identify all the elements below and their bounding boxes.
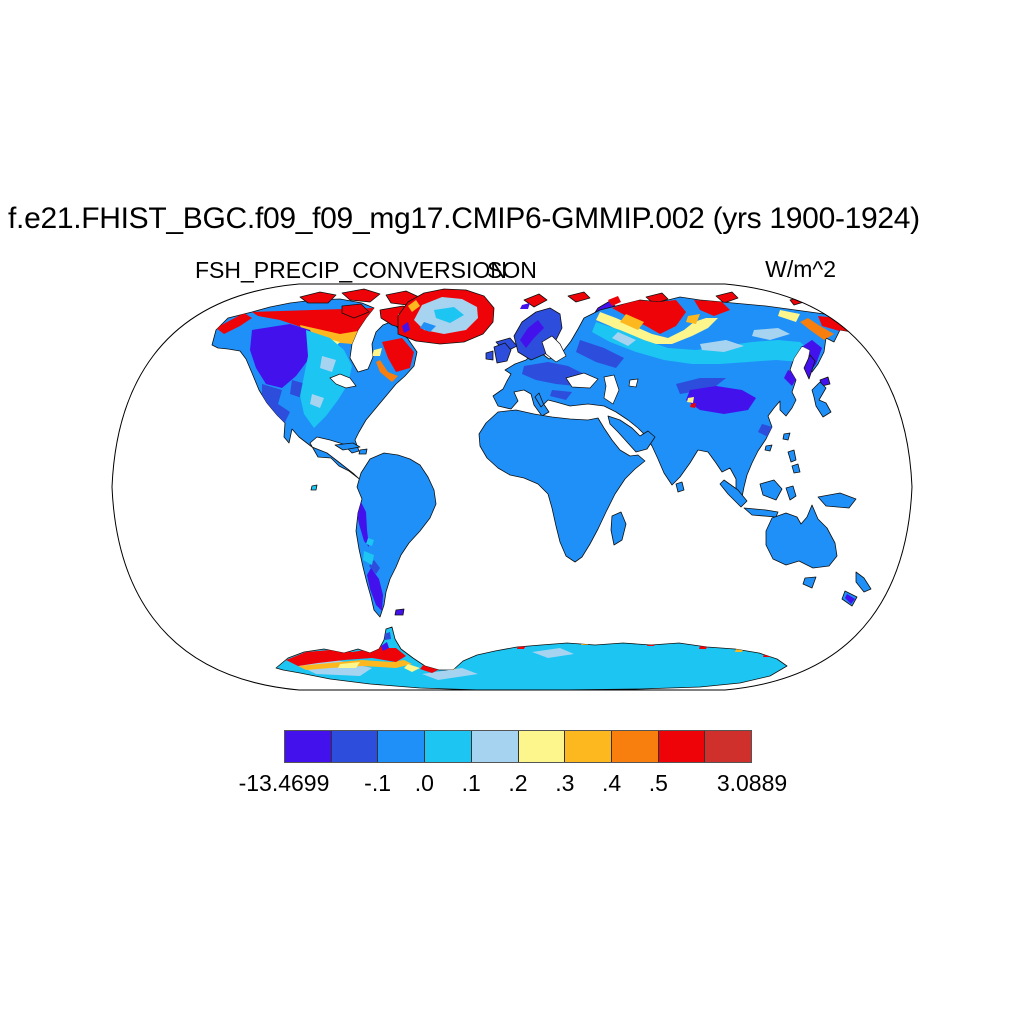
island-sri-lanka: [675, 481, 685, 493]
colorbar-labels: -13.4699 -.1 .0 .1 .2 .3 .4 .5 3.0889: [239, 770, 788, 798]
island-galapagos: [310, 484, 318, 491]
colorbar-cell: [285, 731, 332, 762]
arabian-peninsula: [607, 415, 656, 453]
colorbar-label: .1: [461, 770, 481, 796]
island-tasmania: [802, 576, 817, 589]
island-borneo: [759, 479, 783, 501]
australia: [765, 504, 838, 569]
continent-north-america: [211, 298, 418, 487]
great-lakes: [329, 373, 357, 389]
colorbar-cell: [518, 731, 566, 762]
colorbar-label: .4: [602, 770, 622, 796]
colorbar-cell: [705, 731, 752, 762]
black-sea: [565, 372, 599, 389]
island-taiwan: [782, 432, 791, 441]
continent-south-america: [310, 452, 437, 618]
colorbar-cell: [425, 731, 472, 762]
colorbar-cell: [611, 731, 659, 762]
continent-africa: [478, 409, 646, 563]
season-label: SON: [487, 257, 537, 283]
colorbar-label: .0: [414, 770, 434, 796]
aral-sea: [628, 378, 639, 388]
colorbar: [284, 730, 752, 763]
plot-title: f.e21.FHIST_BGC.f09_f09_mg17.CMIP6-GMMIP…: [8, 202, 920, 235]
island-sumatra: [719, 479, 748, 508]
colorbar-label: .3: [555, 770, 575, 796]
units-label: W/m^2: [765, 256, 836, 282]
island-cuba: [334, 442, 361, 451]
colorbar-label: -.1: [364, 770, 392, 796]
island-japan: [811, 381, 832, 418]
new-zealand-north: [855, 571, 872, 593]
island-falklands: [394, 608, 405, 616]
colorbar-cell: [565, 731, 612, 762]
island-ireland: [485, 350, 494, 361]
antarctica: [275, 626, 788, 690]
caspian-sea: [603, 374, 620, 405]
island-java: [743, 507, 779, 518]
oceania: [719, 449, 872, 607]
colorbar-cell: [378, 731, 426, 762]
variable-name-label: FSH_PRECIP_CONVERSION: [195, 257, 507, 283]
island-new-guinea: [817, 492, 857, 509]
island-britain: [493, 342, 512, 364]
colorbar-label: .5: [648, 770, 668, 796]
colorbar-cell: [331, 731, 379, 762]
map-frame: [111, 283, 913, 691]
continent-eurasia: [485, 296, 863, 498]
colorbar-cell: [658, 731, 706, 762]
colorbar-label: -13.4699: [238, 770, 330, 796]
island-hispaniola: [358, 448, 368, 455]
baltic-sea: [541, 335, 567, 363]
greenland: [397, 288, 518, 353]
island-madagascar: [610, 511, 627, 546]
island-sakhalin: [803, 354, 816, 380]
colorbar-cell: [471, 731, 519, 762]
colorbar-label: .2: [508, 770, 528, 796]
colorbar-label: 3.0889: [716, 770, 788, 796]
